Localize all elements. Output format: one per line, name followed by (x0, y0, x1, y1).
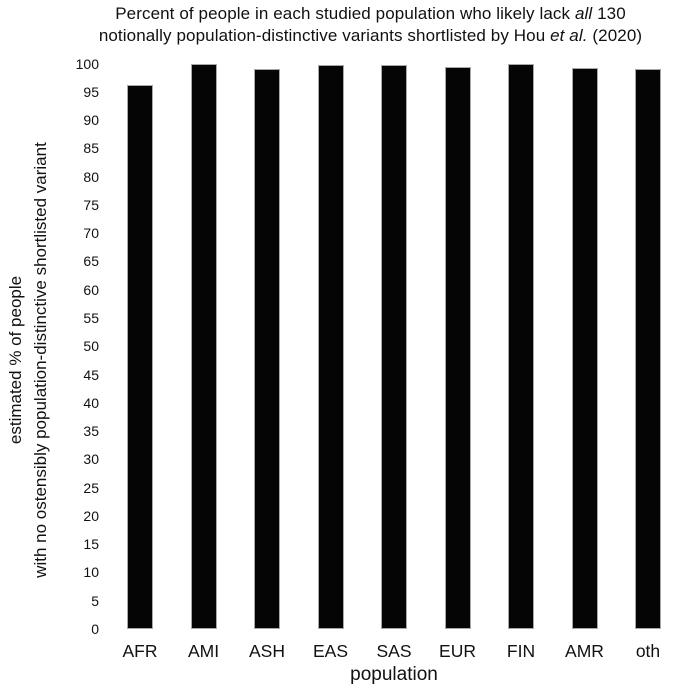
bar-ASH (254, 68, 280, 629)
bar-FIN (508, 63, 534, 629)
x-tick-label-SAS: SAS (376, 641, 412, 661)
x-tick-label-FIN: FIN (506, 641, 536, 661)
y-tick-label-60: 60 (83, 281, 99, 298)
x-axis-label: population (350, 664, 438, 685)
chart-title: Percent of people in each studied popula… (58, 3, 683, 46)
title-segment: notionally population-distinctive varian… (98, 25, 551, 45)
chart-title-line-2: notionally population-distinctive varian… (58, 25, 683, 47)
bar-AFR (127, 84, 153, 629)
y-tick-label-85: 85 (83, 140, 99, 157)
y-tick-label-45: 45 (83, 366, 99, 383)
title-segment: Percent of people in each studied popula… (115, 4, 575, 23)
x-tick-label-AMI: AMI (187, 641, 220, 661)
x-tick-label-AMR: AMR (565, 641, 604, 661)
bar-AMI (190, 63, 217, 629)
y-tick-label-65: 65 (83, 253, 99, 270)
title-segment: 130 (592, 4, 626, 23)
bar-EUR (444, 66, 471, 629)
y-tick-label-50: 50 (83, 338, 99, 355)
x-tick-label-EAS: EAS (312, 641, 349, 661)
y-tick-label-20: 20 (83, 507, 99, 524)
y-tick-label-0: 0 (91, 621, 99, 637)
y-tick-label-95: 95 (83, 83, 99, 100)
x-tick-label-oth: oth (635, 641, 661, 661)
y-axis-label-line-2: with no ostensibly population-distinctiv… (31, 142, 50, 578)
y-tick-label-30: 30 (83, 451, 99, 468)
x-tick-label-AFR: AFR (122, 641, 158, 661)
bar-oth (635, 69, 661, 629)
title-italic-segment: all (574, 4, 593, 23)
y-tick-label-70: 70 (83, 225, 99, 242)
y-tick-label-35: 35 (83, 423, 99, 440)
y-axis-label: estimated % of people with no ostensibly… (3, 60, 55, 660)
y-tick-label-10: 10 (83, 564, 99, 581)
x-tick-label-EUR: EUR (439, 641, 476, 661)
title-italic-segment: et al. (550, 25, 588, 45)
y-tick-label-55: 55 (83, 309, 99, 326)
y-tick-label-5: 5 (91, 592, 99, 609)
title-segment: (2020) (587, 25, 643, 45)
y-tick-label-80: 80 (83, 168, 99, 185)
y-axis-label-line-1: estimated % of people (6, 275, 25, 445)
bar-SAS (381, 64, 407, 629)
y-tick-label-40: 40 (83, 394, 99, 411)
x-tick-label-ASH: ASH (249, 641, 285, 661)
y-tick-label-75: 75 (83, 196, 99, 213)
y-tick-label-25: 25 (83, 479, 99, 496)
y-tick-label-100: 100 (75, 55, 99, 72)
bar-EAS (317, 65, 344, 629)
y-tick-label-90: 90 (83, 112, 99, 129)
chart-title-line-1: Percent of people in each studied popula… (58, 3, 683, 25)
bar-AMR (571, 68, 598, 629)
y-tick-label-15: 15 (83, 536, 99, 553)
